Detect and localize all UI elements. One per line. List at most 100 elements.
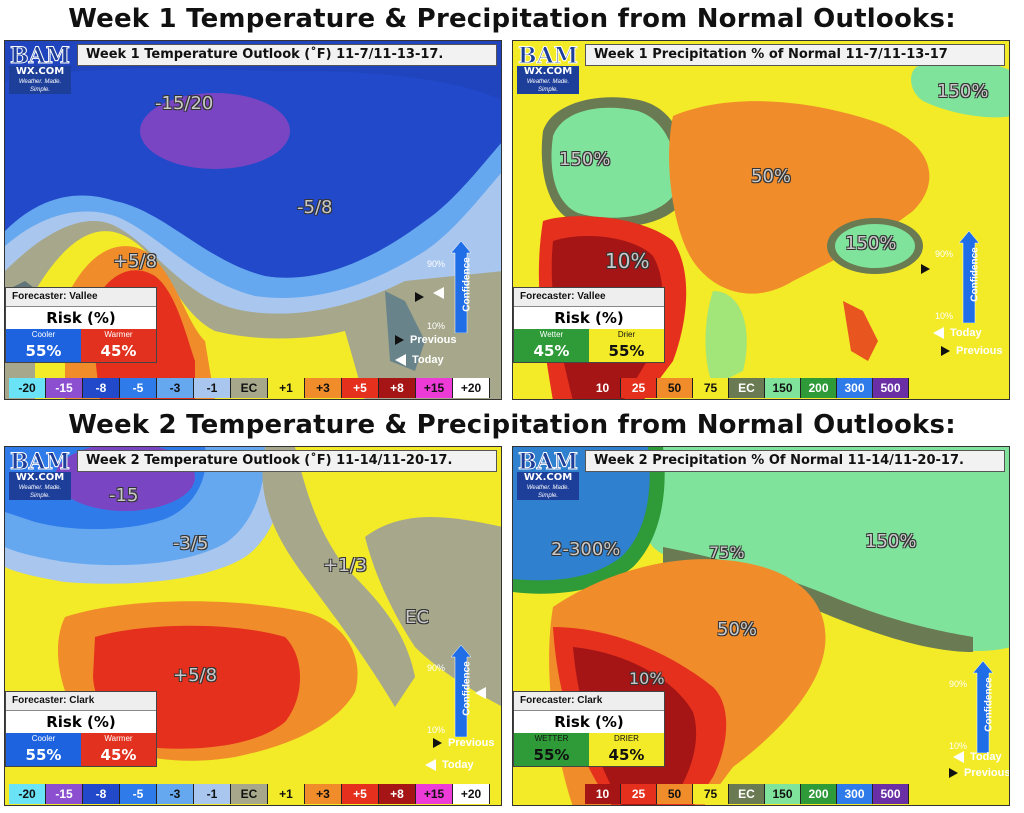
legend-swatch: EC [729,378,765,398]
risk-wetter: Wetter 45% [514,329,589,362]
map-label: 2-300% [551,539,621,560]
precipitation-legend: 10 25 50 75 EC 150 200 300 500 [585,784,909,804]
bamwx-logo: BAM WX.COM Weather. Made. Simple. [517,43,579,94]
legend-swatch: +15 [416,378,453,398]
confidence-label: Confidence [983,677,995,732]
logo-tagline: Weather. Made. Simple. [9,78,71,94]
confidence-low: 10% [949,741,968,751]
confidence-low: 10% [427,725,446,735]
week2-heading: Week 2 Temperature & Precipitation from … [68,410,956,440]
confidence-indicator: Confidence 90% 10% [427,241,501,371]
temperature-legend: -20 -15 -8 -5 -3 -1 EC +1 +3 +5 +8 +15 +20 [9,784,490,804]
today-legend: Today [395,354,444,367]
forecaster-label: Forecaster: Clark [6,692,156,711]
risk-drier: DRIER 45% [589,733,664,766]
confidence-arrow-icon [959,231,979,323]
legend-swatch: 25 [621,378,657,398]
map-label: -15 [109,485,139,506]
map-label: 150% [865,531,917,552]
risk-box: Forecaster: Vallee Risk (%) Cooler 55% Wa… [5,287,157,363]
confidence-indicator: Confidence 90% 10% [427,645,501,775]
confidence-high: 90% [427,663,446,673]
legend-swatch: 75 [693,784,729,804]
bam-logo-icon: BAM [9,449,70,476]
week2-temperature-panel: Week 2 Temperature Outlook (˚F) 11-14/11… [4,446,502,806]
today-triangle-icon [475,687,486,700]
legend-swatch: +20 [453,784,490,804]
legend-swatch: +3 [305,784,342,804]
confidence-high: 90% [935,249,954,259]
legend-swatch: -8 [83,378,120,398]
legend-swatch: 75 [693,378,729,398]
confidence-low: 10% [935,311,954,321]
risk-title: Risk (%) [554,713,624,731]
risk-drier: Drier 55% [589,329,664,362]
bam-logo-icon: BAM [517,43,578,70]
risk-warmer: Warmer 45% [81,329,156,362]
today-legend: Today [953,751,1002,764]
map-label: +1/3 [323,555,368,576]
legend-swatch: EC [231,784,268,804]
legend-swatch: -20 [9,378,46,398]
risk-cooler: Cooler 55% [6,329,81,362]
confidence-arrow-icon [451,645,471,737]
svg-text:BAM: BAM [518,450,578,472]
previous-legend: Previous [941,345,1002,357]
panel-title: Week 2 Temperature Outlook (˚F) 11-14/11… [77,450,497,472]
map-label: 50% [751,166,792,187]
legend-swatch: 200 [801,378,837,398]
legend-swatch: 150 [765,378,801,398]
confidence-low: 10% [427,321,446,331]
legend-swatch: -5 [120,378,157,398]
panel-title: Week 1 Precipitation % of Normal 11-7/11… [585,44,1005,66]
legend-swatch: -20 [9,784,46,804]
confidence-indicator: Confidence 90% 10% [935,231,1009,361]
legend-swatch: +8 [379,784,416,804]
legend-swatch: -3 [157,378,194,398]
legend-swatch: -5 [120,784,157,804]
map-label: 150% [845,233,897,254]
previous-legend: Previous [395,334,456,346]
week1-precipitation-panel: Week 1 Precipitation % of Normal 11-7/11… [512,40,1010,400]
map-label: -15/20 [155,93,214,114]
panel-title: Week 1 Temperature Outlook (˚F) 11-7/11-… [77,44,497,66]
map-label: 50% [717,619,758,640]
bamwx-logo: BAM WX.COM Weather. Made. Simple. [9,43,71,94]
forecaster-label: Forecaster: Clark [514,692,664,711]
legend-swatch: +15 [416,784,453,804]
legend-swatch: 150 [765,784,801,804]
legend-swatch: 50 [657,784,693,804]
risk-title: Risk (%) [554,309,624,327]
risk-warmer: Warmer 45% [81,733,156,766]
risk-title: Risk (%) [46,713,116,731]
previous-marker [415,291,430,303]
risk-title: Risk (%) [46,309,116,327]
svg-text:BAM: BAM [10,44,70,66]
map-label: +5/8 [173,665,218,686]
logo-tagline: Weather. Made. Simple. [517,484,579,500]
risk-box: Forecaster: Clark Risk (%) Cooler 55% War… [5,691,157,767]
forecaster-label: Forecaster: Vallee [6,288,156,307]
legend-swatch: -1 [194,378,231,398]
previous-legend: Previous [949,767,1009,779]
today-triangle-icon [953,751,964,764]
panel-title: Week 2 Precipitation % Of Normal 11-14/1… [585,450,1005,472]
legend-swatch: +20 [453,378,490,398]
map-label: 75% [709,543,745,562]
svg-text:BAM: BAM [518,44,578,66]
previous-marker [921,263,936,275]
risk-cooler: Cooler 55% [6,733,81,766]
legend-swatch: -1 [194,784,231,804]
today-triangle-icon [433,287,444,300]
legend-swatch: 10 [585,378,621,398]
confidence-arrow-icon [973,661,993,753]
week1-heading: Week 1 Temperature & Precipitation from … [68,4,956,34]
today-legend: Today [933,327,982,340]
temperature-legend: -20 -15 -8 -5 -3 -1 EC +1 +3 +5 +8 +15 +20 [9,378,490,398]
legend-swatch: -3 [157,784,194,804]
legend-swatch: +1 [268,378,305,398]
legend-swatch: -8 [83,784,120,804]
legend-swatch: +8 [379,378,416,398]
confidence-high: 90% [427,259,446,269]
legend-swatch: 300 [837,784,873,804]
